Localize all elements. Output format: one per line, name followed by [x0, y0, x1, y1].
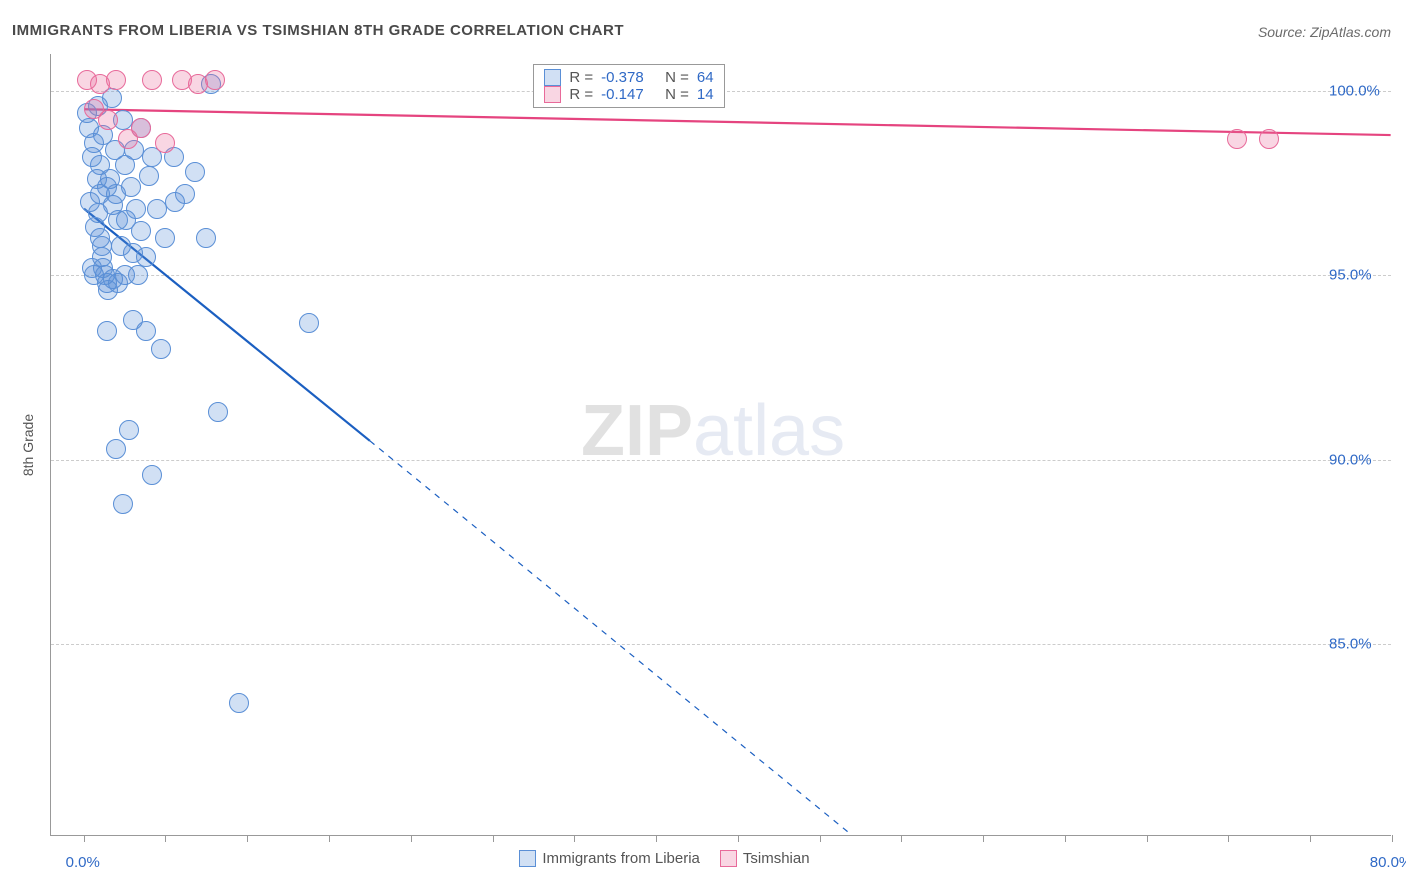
- scatter-point: [142, 465, 162, 485]
- stat-n-label: N =: [665, 86, 689, 103]
- scatter-point: [131, 118, 151, 138]
- trend-line: [84, 109, 1391, 135]
- scatter-point: [151, 339, 171, 359]
- x-min-label: 0.0%: [66, 854, 100, 871]
- y-axis-label: 8th Grade: [20, 414, 36, 476]
- scatter-point: [155, 228, 175, 248]
- x-tick: [493, 835, 494, 842]
- scatter-point: [108, 273, 128, 293]
- stat-r-label: R =: [569, 86, 593, 103]
- legend-label: Immigrants from Liberia: [542, 850, 700, 867]
- legend-item: Immigrants from Liberia: [519, 850, 700, 867]
- x-tick: [820, 835, 821, 842]
- legend: Immigrants from Liberia Tsimshian: [519, 850, 809, 867]
- chart-container: IMMIGRANTS FROM LIBERIA VS TSIMSHIAN 8TH…: [0, 0, 1406, 892]
- stat-n-label: N =: [665, 69, 689, 86]
- x-tick: [1392, 835, 1393, 842]
- scatter-point: [97, 321, 117, 341]
- scatter-point: [185, 162, 205, 182]
- scatter-point: [92, 236, 112, 256]
- scatter-point: [142, 70, 162, 90]
- y-tick-label: 85.0%: [1329, 636, 1372, 653]
- x-tick: [983, 835, 984, 842]
- x-tick: [656, 835, 657, 842]
- stats-row: R = -0.147 N = 14: [544, 86, 713, 103]
- y-tick-label: 90.0%: [1329, 451, 1372, 468]
- legend-swatch: [720, 850, 737, 867]
- scatter-point: [196, 228, 216, 248]
- scatter-point: [299, 313, 319, 333]
- x-tick: [411, 835, 412, 842]
- x-tick: [1310, 835, 1311, 842]
- scatter-point: [1259, 129, 1279, 149]
- x-tick: [165, 835, 166, 842]
- scatter-point: [229, 693, 249, 713]
- scatter-point: [131, 221, 151, 241]
- y-tick-label: 95.0%: [1329, 267, 1372, 284]
- scatter-point: [205, 70, 225, 90]
- scatter-point: [175, 184, 195, 204]
- scatter-point: [136, 321, 156, 341]
- x-tick: [1065, 835, 1066, 842]
- scatter-point: [106, 439, 126, 459]
- trend-line-extrapolated: [370, 441, 852, 835]
- legend-label: Tsimshian: [743, 850, 810, 867]
- legend-swatch: [519, 850, 536, 867]
- scatter-point: [106, 70, 126, 90]
- scatter-point: [113, 494, 133, 514]
- scatter-point: [98, 110, 118, 130]
- trend-lines: [51, 54, 1391, 835]
- scatter-point: [84, 265, 104, 285]
- x-tick: [247, 835, 248, 842]
- scatter-point: [139, 166, 159, 186]
- x-tick: [574, 835, 575, 842]
- scatter-point: [208, 402, 228, 422]
- y-tick-label: 100.0%: [1329, 82, 1380, 99]
- x-tick: [738, 835, 739, 842]
- scatter-point: [155, 133, 175, 153]
- series-swatch: [544, 69, 561, 86]
- plot-area: ZIPatlas R =-0.378N =64R =-0.147N =14: [50, 54, 1391, 836]
- scatter-point: [119, 420, 139, 440]
- stats-row: R = -0.378 N = 64: [544, 69, 713, 86]
- source-label: Source: ZipAtlas.com: [1258, 24, 1391, 40]
- scatter-point: [121, 177, 141, 197]
- scatter-point: [90, 184, 110, 204]
- stat-r-value: -0.378: [601, 69, 657, 86]
- x-max-label: 80.0%: [1370, 854, 1406, 871]
- x-tick: [329, 835, 330, 842]
- scatter-point: [1227, 129, 1247, 149]
- scatter-point: [126, 199, 146, 219]
- stat-n-value: 14: [697, 86, 714, 103]
- stat-n-value: 64: [697, 69, 714, 86]
- scatter-point: [123, 243, 143, 263]
- chart-title: IMMIGRANTS FROM LIBERIA VS TSIMSHIAN 8TH…: [12, 22, 624, 39]
- correlation-stats-box: R = -0.378 N = 64 R = -0.147 N = 14: [533, 64, 724, 108]
- stat-r-value: -0.147: [601, 86, 657, 103]
- series-swatch: [544, 86, 561, 103]
- x-tick: [1228, 835, 1229, 842]
- x-tick: [901, 835, 902, 842]
- stat-r-label: R =: [569, 69, 593, 86]
- x-tick: [1147, 835, 1148, 842]
- x-tick: [84, 835, 85, 842]
- scatter-point: [85, 217, 105, 237]
- legend-item: Tsimshian: [720, 850, 810, 867]
